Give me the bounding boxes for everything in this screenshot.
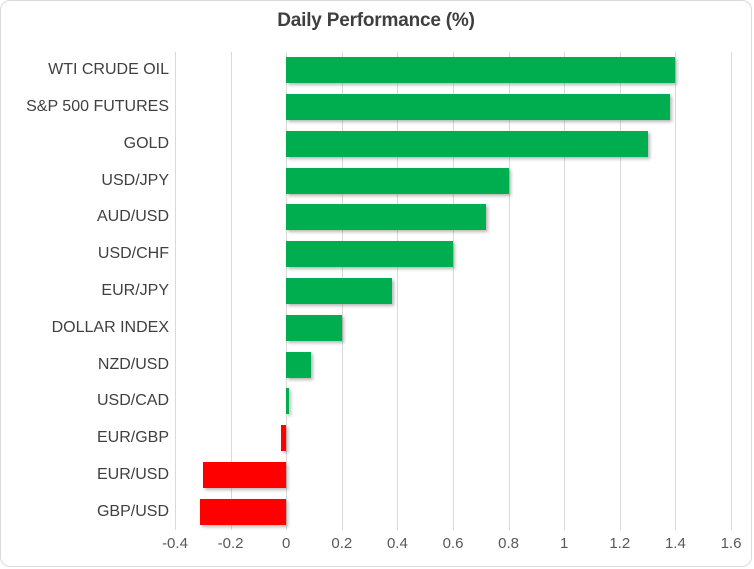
category-label: GOLD	[123, 134, 169, 152]
gridline	[564, 52, 566, 530]
x-tick-label: 0	[282, 535, 291, 552]
category-label: NZD/USD	[97, 355, 169, 373]
bar-s-p-500-futures	[286, 94, 670, 121]
gridline	[397, 52, 399, 530]
x-tick-label: -0.4	[162, 535, 188, 552]
category-label: AUD/USD	[96, 208, 169, 226]
category-label: EUR/JPY	[101, 281, 169, 299]
bar-eur-gbp	[280, 425, 287, 452]
category-label: S&P 500 FUTURES	[26, 98, 169, 116]
category-label: USD/CAD	[96, 392, 169, 410]
gridline	[731, 52, 732, 530]
category-label: EUR/USD	[96, 465, 169, 483]
x-tick-label: 1.2	[609, 535, 631, 552]
category-label: DOLLAR INDEX	[51, 318, 169, 336]
gridline	[230, 52, 232, 530]
x-tick-label: -0.2	[217, 535, 244, 552]
bar-gold	[286, 130, 648, 157]
category-label: WTI CRUDE OIL	[48, 61, 169, 79]
plot-area	[175, 52, 732, 530]
category-label: GBP/USD	[96, 502, 169, 520]
bar-usd-chf	[286, 241, 453, 268]
x-tick-label: 0.2	[331, 535, 353, 552]
bar-aud-usd	[286, 204, 487, 231]
gridline	[675, 52, 677, 530]
bar-nzd-usd	[286, 351, 312, 378]
bar-wti-crude-oil	[286, 57, 676, 84]
bar-eur-jpy	[286, 278, 392, 304]
bar-eur-usd	[202, 461, 287, 488]
x-tick-label: 0.8	[498, 535, 520, 552]
x-tick-label: 1.6	[720, 535, 742, 552]
gridline	[175, 52, 176, 530]
bar-usd-cad	[286, 388, 289, 415]
x-tick-label: 1	[560, 535, 569, 552]
bar-gbp-usd	[200, 498, 287, 525]
category-label: USD/JPY	[101, 171, 169, 189]
gridline	[508, 52, 510, 530]
bar-usd-jpy	[286, 167, 509, 194]
x-tick-label: 1.4	[664, 535, 686, 552]
category-axis-labels: WTI CRUDE OIL S&P 500 FUTURES GOLD USD/JPY A…	[1, 52, 169, 530]
category-label: USD/CHF	[97, 245, 169, 263]
gridline	[619, 52, 621, 530]
category-label: EUR/GBP	[96, 429, 169, 447]
value-axis-labels: -0.4 -0.2 0 0.2 0.4 0.6 0.8 1 1.2 1.4 1.6	[162, 535, 741, 557]
bar-dollar-index	[286, 314, 342, 341]
gridline	[453, 52, 454, 530]
x-tick-label: 0.4	[386, 535, 408, 552]
x-tick-label: 0.6	[442, 535, 464, 552]
chart-title: Daily Performance (%)	[277, 10, 475, 31]
